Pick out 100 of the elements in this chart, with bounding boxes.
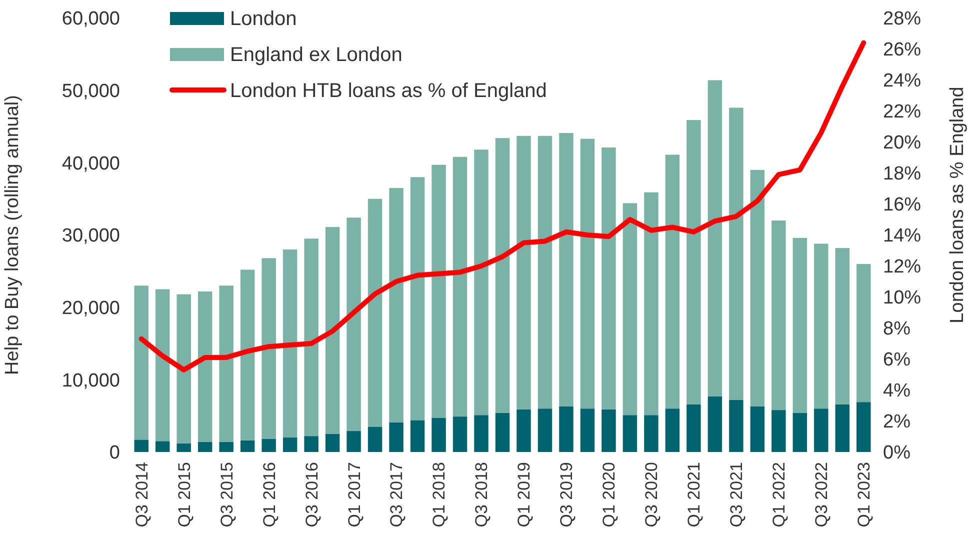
y2-tick-label: 24% bbox=[883, 70, 922, 92]
bar bbox=[432, 418, 446, 452]
bar bbox=[686, 404, 701, 452]
x-tick-label: Q3 2014 bbox=[132, 462, 152, 528]
bar bbox=[368, 426, 382, 452]
bar bbox=[134, 440, 148, 452]
bar bbox=[176, 443, 191, 452]
x-tick-label: Q3 2016 bbox=[302, 462, 322, 528]
y2-tick-label: 2% bbox=[883, 412, 911, 433]
bar bbox=[835, 248, 850, 404]
x-tick-label: Q1 2022 bbox=[770, 462, 789, 528]
legend-label: England ex London bbox=[230, 44, 402, 66]
x-tick-label: Q3 2021 bbox=[727, 462, 746, 528]
bar bbox=[219, 286, 234, 442]
bar bbox=[325, 227, 340, 434]
bar bbox=[516, 409, 531, 452]
bar bbox=[708, 80, 722, 396]
bar bbox=[240, 440, 255, 452]
x-tick-label: Q1 2018 bbox=[430, 462, 449, 528]
bar bbox=[134, 286, 148, 440]
bar bbox=[559, 133, 574, 406]
bar bbox=[198, 291, 212, 442]
bar bbox=[665, 408, 680, 452]
bar bbox=[368, 198, 382, 427]
bar bbox=[559, 406, 574, 452]
y-tick-label: 0 bbox=[109, 442, 120, 464]
bar bbox=[516, 136, 531, 410]
x-tick-label: Q1 2017 bbox=[344, 462, 364, 528]
bar bbox=[750, 406, 765, 452]
bar bbox=[495, 138, 510, 413]
bar bbox=[538, 408, 552, 452]
y2-tick-label: 10% bbox=[883, 288, 922, 309]
bar bbox=[282, 249, 298, 438]
x-tick-label: Q1 2015 bbox=[174, 462, 194, 528]
y2-tick-label: 20% bbox=[883, 132, 922, 154]
y2-tick-label: 6% bbox=[883, 350, 911, 371]
bar bbox=[198, 442, 212, 452]
bar bbox=[495, 412, 510, 452]
bar bbox=[772, 220, 786, 410]
x-tick-label: Q3 2020 bbox=[642, 462, 662, 528]
bar bbox=[792, 412, 808, 452]
y2-tick-label: 14% bbox=[883, 226, 922, 247]
y2-tick-label: 16% bbox=[883, 194, 922, 216]
bar bbox=[644, 192, 658, 416]
bar bbox=[644, 415, 658, 452]
x-tick-label: Q1 2020 bbox=[600, 462, 619, 528]
y2-tick-label: 8% bbox=[883, 318, 911, 340]
bar bbox=[686, 120, 701, 404]
bar bbox=[325, 434, 340, 452]
bar bbox=[452, 156, 468, 417]
y-tick-label: 20,000 bbox=[62, 298, 120, 319]
bar bbox=[155, 441, 170, 452]
bar bbox=[602, 409, 616, 452]
y2-tick-label: 12% bbox=[883, 256, 922, 278]
bar bbox=[622, 203, 638, 416]
x-tick-label: Q1 2016 bbox=[260, 462, 279, 528]
bar bbox=[708, 396, 722, 452]
legend-label: London bbox=[230, 8, 297, 30]
y2-tick-label: 0% bbox=[883, 442, 911, 464]
bar bbox=[729, 400, 744, 452]
x-tick-label: Q3 2022 bbox=[812, 462, 832, 528]
bar bbox=[432, 164, 446, 418]
y2-tick-label: 26% bbox=[883, 40, 922, 61]
bar bbox=[622, 415, 638, 452]
bar bbox=[155, 289, 170, 442]
bar bbox=[410, 420, 425, 452]
bar bbox=[580, 408, 595, 452]
bar bbox=[389, 188, 404, 422]
y-tick-label: 10,000 bbox=[62, 370, 120, 392]
bar bbox=[262, 438, 276, 452]
bar bbox=[389, 422, 404, 452]
bar bbox=[346, 218, 361, 432]
bar bbox=[282, 438, 298, 452]
y-tick-label: 60,000 bbox=[62, 8, 120, 30]
bar bbox=[792, 238, 808, 413]
x-tick-label: Q1 2019 bbox=[514, 462, 534, 528]
bar bbox=[240, 270, 255, 440]
y-axis-title: Help to Buy loans (rolling annual) bbox=[2, 95, 23, 375]
x-tick-label: Q3 2017 bbox=[387, 462, 406, 528]
y2-tick-label: 18% bbox=[883, 164, 922, 185]
bar bbox=[262, 258, 276, 439]
legend-label: London HTB loans as % of England bbox=[230, 80, 547, 102]
bar bbox=[176, 294, 191, 444]
y2-tick-label: 4% bbox=[883, 380, 911, 402]
bar bbox=[474, 415, 488, 452]
bar bbox=[452, 416, 468, 452]
x-tick-label: Q1 2023 bbox=[854, 462, 874, 528]
y-tick-label: 50,000 bbox=[62, 80, 120, 102]
bar bbox=[410, 177, 425, 420]
bar bbox=[474, 150, 488, 416]
bar bbox=[750, 170, 765, 406]
y2-axis-title: London loans as % England bbox=[947, 86, 968, 324]
bar bbox=[219, 442, 234, 452]
bar bbox=[856, 264, 871, 402]
y-tick-label: 40,000 bbox=[62, 153, 120, 174]
y-tick-label: 30,000 bbox=[62, 226, 120, 247]
bar bbox=[602, 147, 616, 410]
bar bbox=[580, 138, 595, 409]
x-tick-label: Q1 2021 bbox=[684, 462, 704, 528]
bar bbox=[538, 136, 552, 409]
